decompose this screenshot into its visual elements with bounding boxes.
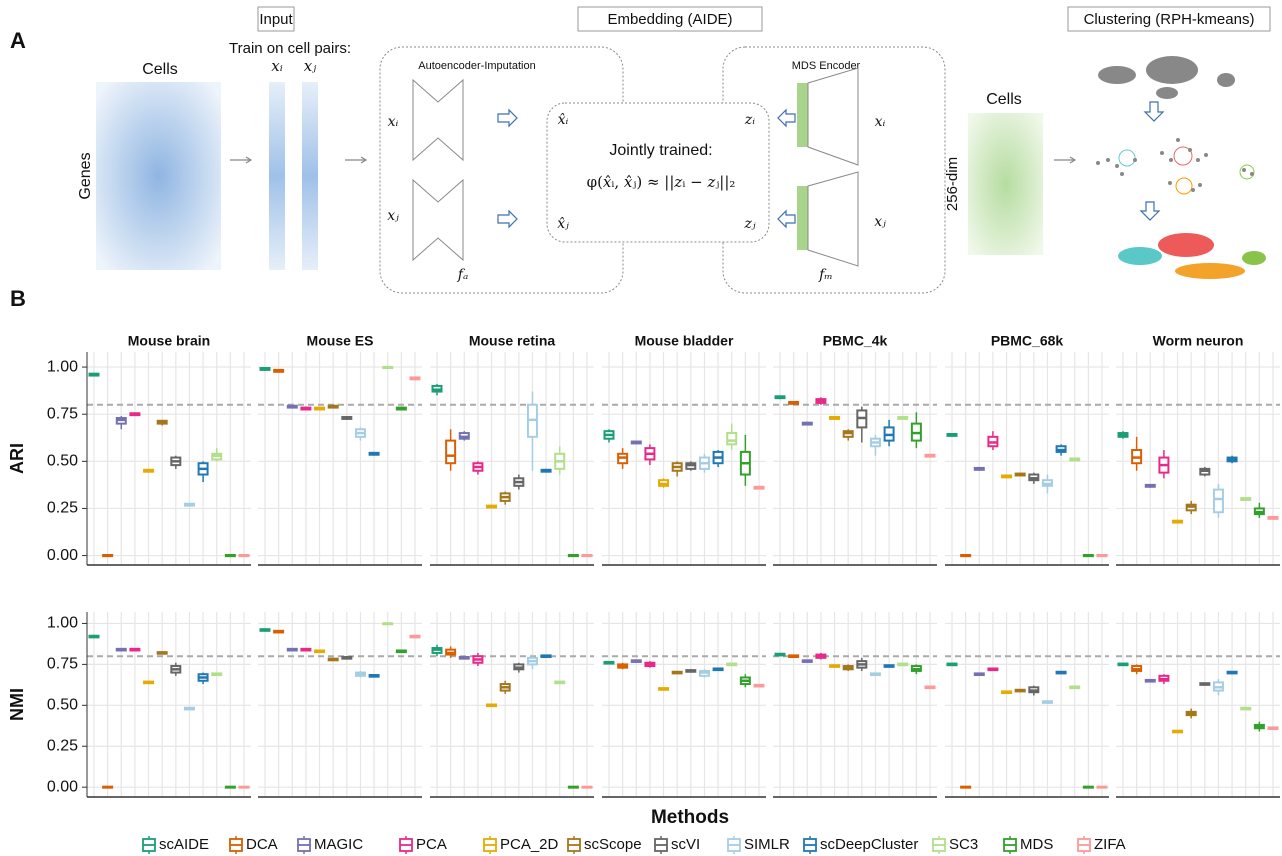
y-tick-label: 0.50 [47, 697, 78, 714]
input-title: Input [259, 11, 293, 28]
xhat-j: 𝑥̂ⱼ [557, 216, 569, 232]
autoencoder-shape [413, 180, 463, 260]
panel-background [258, 612, 422, 797]
y-axis-title: ARI [7, 443, 27, 474]
y-axis-title: NMI [7, 688, 27, 721]
box [1214, 490, 1223, 513]
panel-label: B [10, 286, 26, 311]
facet-title: PBMC_68k [991, 333, 1064, 349]
legend-label: DCA [246, 836, 278, 853]
panel-a: A Cells Genes Input Train on cell pairs:… [10, 7, 1270, 311]
autoencoder-label: Autoencoder-Imputation [418, 60, 535, 72]
xj: 𝑥ⱼ [304, 57, 316, 75]
input-subtitle: Train on cell pairs: [229, 40, 351, 57]
facet-title: Mouse ES [307, 333, 374, 349]
x-axis-title: Methods [651, 807, 729, 828]
legend-label: MAGIC [314, 836, 363, 853]
legend-label: scDeepCluster [820, 836, 918, 853]
cell-vector [302, 82, 318, 270]
embedding-bar [797, 83, 808, 147]
y-tick-label: 0.25 [47, 500, 78, 517]
matrix-title: Cells [142, 61, 178, 78]
legend-label: scVI [671, 836, 700, 853]
legend-label: PCA_2D [500, 836, 559, 853]
panel-background [87, 612, 251, 797]
y-tick-label: 0.25 [47, 737, 78, 754]
hollow-arrow [778, 211, 795, 227]
facet-title: Mouse bladder [635, 333, 734, 349]
cell-vector [269, 82, 285, 270]
embedding-bar [797, 186, 808, 250]
box [446, 441, 455, 464]
formula: φ(𝑥̂ᵢ, 𝑥̂ⱼ) ≈ ||𝑧ᵢ − 𝑧ⱼ||₂ [587, 173, 736, 191]
panel-background [602, 612, 766, 797]
panel-background [258, 352, 422, 565]
encoder-shape [808, 172, 858, 266]
legend-label: MDS [1020, 836, 1053, 853]
legend-label: scScope [584, 836, 642, 853]
facet-title: Mouse brain [128, 333, 210, 349]
y-tick-label: 0.75 [47, 405, 78, 422]
panel-background [945, 612, 1109, 797]
xj: 𝑥ⱼ [387, 208, 399, 224]
y-tick-label: 1.00 [47, 358, 78, 375]
y-tick-label: 0.50 [47, 453, 78, 470]
hollow-arrow [498, 110, 517, 126]
y-tick-label: 0.00 [47, 778, 78, 795]
fa: 𝑓ₐ [457, 267, 468, 283]
y-tick-label: 0.00 [47, 547, 78, 564]
xi: 𝑥ᵢ [875, 114, 886, 130]
panel-background [430, 612, 594, 797]
autoencoder-shape [413, 80, 463, 160]
zi: 𝑧ᵢ [744, 112, 755, 128]
fm: 𝑓ₘ [818, 267, 833, 283]
legend-label: SC3 [949, 836, 978, 853]
embedding-title: Embedding (AIDE) [607, 11, 732, 28]
cell-matrix [96, 82, 221, 270]
panel-label: A [10, 28, 26, 53]
panel-background [87, 352, 251, 565]
cluster-illustration [1096, 56, 1266, 279]
panel-background [773, 352, 937, 565]
figure: A Cells Genes Input Train on cell pairs:… [0, 0, 1282, 856]
legend-label: PCA [416, 836, 447, 853]
clustering-title: Clustering (RPH-kmeans) [1084, 11, 1255, 28]
box [727, 433, 736, 444]
panel-b: Mouse brain Mouse ES Mouse retina Mouse bla… [7, 333, 1280, 854]
xj: 𝑥ⱼ [874, 214, 886, 230]
panel-background [773, 612, 937, 797]
legend-label: ZIFA [1094, 836, 1126, 853]
output-title: Cells [986, 91, 1022, 108]
facet-title: Mouse retina [469, 333, 556, 349]
legend-label: SIMLR [744, 836, 790, 853]
xi: 𝑥ᵢ [388, 114, 399, 130]
panel-background [1116, 612, 1280, 797]
hollow-arrow [778, 110, 795, 126]
encoder-shape [808, 68, 858, 165]
legend-label: scAIDE [159, 836, 209, 853]
hollow-arrow [498, 211, 517, 227]
xhat-i: 𝑥̂ᵢ [558, 112, 569, 128]
y-tick-label: 1.00 [47, 615, 78, 632]
panel-background [945, 352, 1109, 565]
matrix-side: Genes [77, 152, 94, 199]
xi: 𝑥ᵢ [271, 57, 282, 75]
joint-label: Jointly trained: [609, 142, 712, 159]
facet-title: Worm neuron [1153, 333, 1244, 349]
y-tick-label: 0.75 [47, 656, 78, 673]
embedding-matrix [968, 113, 1043, 255]
output-side: 256-dim [944, 157, 961, 211]
facet-title: PBMC_4k [823, 333, 888, 349]
zj: 𝑧ⱼ [743, 216, 755, 232]
